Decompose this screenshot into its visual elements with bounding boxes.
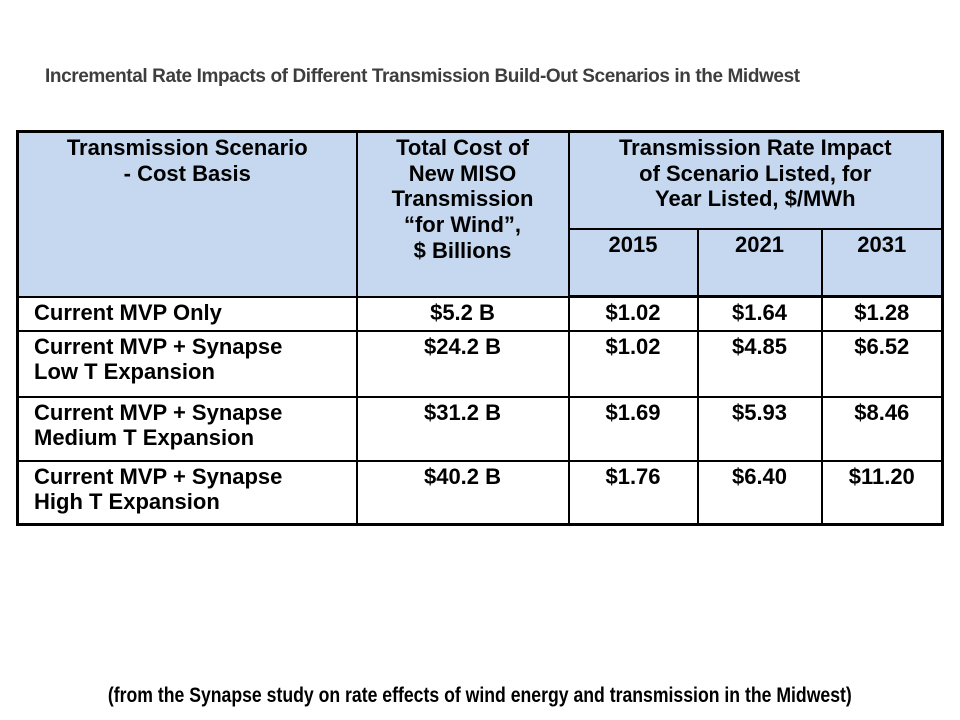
- header-row-top: Transmission Scenario - Cost Basis Total…: [16, 130, 944, 298]
- rate-2015-cell: $1.69: [567, 395, 699, 462]
- table-body: Current MVP Only $5.2 B $1.02 $1.64 $1.2…: [16, 295, 944, 526]
- rate-2021-cell: $1.64: [696, 295, 823, 332]
- scenario-cell: Current MVP + Synapse Low T Expansion: [16, 329, 358, 398]
- table-row-medium-t-expansion: Current MVP + Synapse Medium T Expansion…: [16, 395, 944, 462]
- source-note-text: (from the Synapse study on rate effects …: [108, 684, 852, 707]
- col-header-rate-impact-group: Transmission Rate Impact of Scenario Lis…: [567, 130, 944, 230]
- rate-2031-cell: $1.28: [820, 295, 944, 332]
- col-header-year-2031: 2031: [820, 227, 944, 298]
- source-note: (from the Synapse study on rate effects …: [0, 684, 960, 708]
- cost-cell: $5.2 B: [355, 295, 570, 332]
- col-header-total-cost: Total Cost of New MISO Transmission “for…: [355, 130, 570, 298]
- col-header-year-2021: 2021: [696, 227, 823, 298]
- scenario-cell: Current MVP + Synapse High T Expansion: [16, 459, 358, 526]
- cost-cell: $31.2 B: [355, 395, 570, 462]
- rate-2015-cell: $1.02: [567, 295, 699, 332]
- rate-2021-cell: $6.40: [696, 459, 823, 526]
- cost-cell: $24.2 B: [355, 329, 570, 398]
- scenario-cell: Current MVP + Synapse Medium T Expansion: [16, 395, 358, 462]
- table-row-low-t-expansion: Current MVP + Synapse Low T Expansion $2…: [16, 329, 944, 398]
- rate-2031-cell: $6.52: [820, 329, 944, 398]
- rate-2021-cell: $5.93: [696, 395, 823, 462]
- rate-2031-cell: $8.46: [820, 395, 944, 462]
- cost-cell: $40.2 B: [355, 459, 570, 526]
- rate-impacts-table: Transmission Scenario - Cost Basis Total…: [16, 130, 945, 526]
- rate-2021-cell: $4.85: [696, 329, 823, 398]
- page-title: Incremental Rate Impacts of Different Tr…: [45, 66, 800, 87]
- scenario-cell: Current MVP Only: [16, 295, 358, 332]
- header-row-years: 2015 2021 2031: [18, 227, 944, 298]
- table-header: Transmission Scenario - Cost Basis Total…: [16, 130, 944, 298]
- col-header-transmission-scenario: Transmission Scenario - Cost Basis: [16, 130, 358, 298]
- rate-2031-cell: $11.20: [820, 459, 944, 526]
- col-header-year-2015: 2015: [567, 227, 699, 298]
- rate-2015-cell: $1.76: [567, 459, 699, 526]
- table-row-high-t-expansion: Current MVP + Synapse High T Expansion $…: [16, 459, 944, 526]
- table-row-current-mvp-only: Current MVP Only $5.2 B $1.02 $1.64 $1.2…: [16, 295, 944, 332]
- rate-2015-cell: $1.02: [567, 329, 699, 398]
